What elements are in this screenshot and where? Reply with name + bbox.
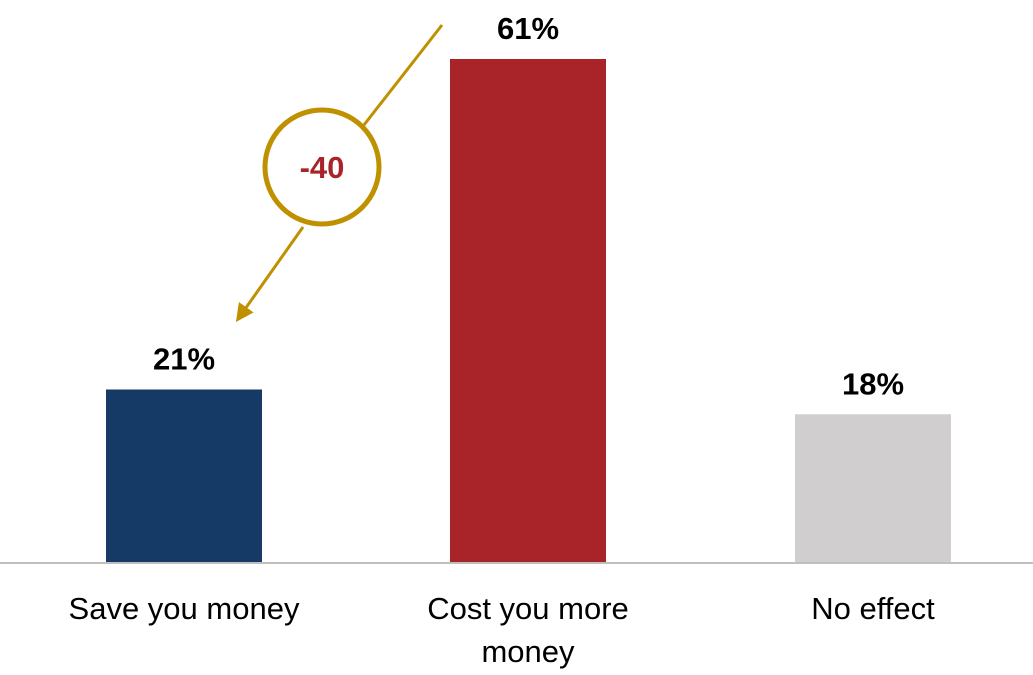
x-tick-label-2-line-2: money xyxy=(481,634,575,669)
bars-layer xyxy=(106,59,951,563)
bar-2 xyxy=(450,59,606,563)
callout-arrow-lower xyxy=(235,226,305,322)
x-tick-label-2-line-1: Cost you more xyxy=(427,591,629,626)
difference-callout: -40 xyxy=(235,24,444,322)
bar-3 xyxy=(795,414,951,563)
callout-ring xyxy=(262,107,382,227)
callout-arrow-upper xyxy=(351,24,444,140)
labels-layer: 21% Save you money 61% Cost you more money 18… xyxy=(69,11,936,669)
bar-1 xyxy=(106,389,262,563)
data-label-2: 61% xyxy=(497,11,559,46)
data-label-3: 18% xyxy=(842,366,904,401)
x-tick-label-1: Save you money xyxy=(69,591,300,626)
callout-difference-label: -40 xyxy=(300,150,345,185)
x-tick-label-3: No effect xyxy=(811,591,935,626)
data-label-1: 21% xyxy=(153,341,215,376)
